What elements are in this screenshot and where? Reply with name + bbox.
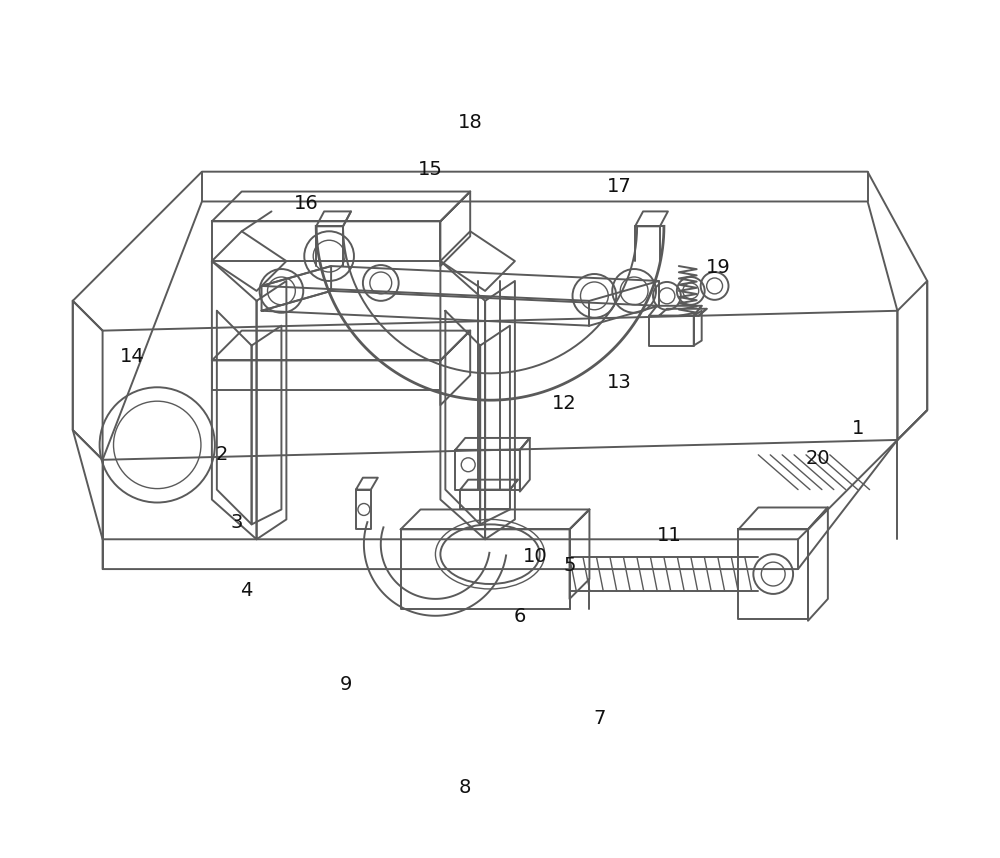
Text: 17: 17 <box>607 177 632 196</box>
Text: 6: 6 <box>514 607 526 626</box>
Text: 7: 7 <box>593 710 606 728</box>
Text: 2: 2 <box>216 445 228 464</box>
Text: 3: 3 <box>231 513 243 532</box>
Text: 20: 20 <box>806 450 830 468</box>
Text: 12: 12 <box>552 394 577 413</box>
Text: 19: 19 <box>706 257 731 276</box>
Text: 4: 4 <box>240 582 253 601</box>
Text: 18: 18 <box>458 112 483 131</box>
Text: 5: 5 <box>563 556 576 575</box>
Text: 13: 13 <box>607 372 632 391</box>
Text: 15: 15 <box>418 160 443 178</box>
Text: 10: 10 <box>522 547 547 566</box>
Text: 9: 9 <box>340 675 352 694</box>
Text: 11: 11 <box>657 526 681 545</box>
Text: 14: 14 <box>120 347 145 366</box>
Text: 1: 1 <box>851 420 864 438</box>
Text: 8: 8 <box>459 777 471 796</box>
Text: 16: 16 <box>294 194 319 213</box>
